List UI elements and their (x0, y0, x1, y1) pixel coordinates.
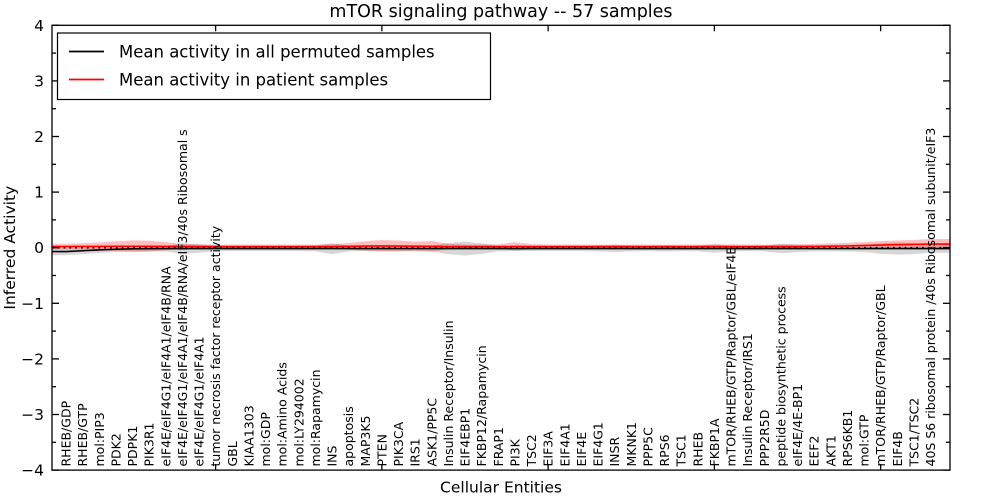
x-category-label: mol:GTP (857, 414, 872, 466)
y-tick-label: −2 (21, 350, 44, 368)
x-category-label: INSR (607, 437, 622, 467)
x-category-label: PIK3CA (391, 421, 406, 466)
x-category-labels-layer: RHEB/GDP RHEB/GTP mol:PIP3 PDK2 PDPK1 PIK3R1 e… (59, 128, 939, 468)
x-category-label: EIF4B (890, 431, 905, 466)
x-category-label: FKBP12/Rapamycin (474, 345, 489, 466)
x-axis-label: Cellular Entities (440, 479, 562, 497)
x-category-label: RPS6 (657, 434, 672, 466)
x-category-label: PTEN (374, 434, 389, 466)
legend-box (56, 32, 492, 101)
x-category-label: Insulin Receptor/Insulin (441, 320, 456, 466)
x-category-label: mol:LY294002 (291, 378, 306, 466)
x-category-label: TSC2 (524, 434, 539, 467)
x-category-label: PDPK1 (125, 426, 140, 467)
x-category-label: eIF4E/eIF4G1/eIF4A1/eIF4B/RNA/eIF3/40s R… (175, 129, 190, 466)
x-category-label: mol:GDP (258, 412, 273, 467)
legend-label-patient: Mean activity in patient samples (119, 71, 388, 90)
y-tick-label: −1 (21, 295, 44, 313)
y-tick-label: 1 (34, 184, 44, 202)
x-category-label: MAP3K5 (358, 416, 373, 467)
x-category-label: PI3K (507, 438, 522, 466)
y-tick-label: 4 (34, 17, 44, 35)
y-tick-label: −4 (21, 462, 44, 480)
legend: Mean activity in all permuted samples Me… (56, 32, 492, 101)
x-category-label: EIF4EBP1 (458, 408, 473, 467)
x-category-label: PPP2R5D (757, 410, 772, 467)
x-category-label: RPS6KB1 (840, 410, 855, 467)
x-category-label: IRS1 (408, 438, 423, 466)
x-category-label: eIF4E/eIF4G1/eIF4A1 (192, 336, 207, 466)
x-category-label: PDK2 (108, 433, 123, 466)
x-category-label: PPP5C (640, 427, 655, 467)
x-category-label: GBL (225, 441, 240, 466)
x-category-label: PIK3R1 (142, 422, 157, 466)
x-category-label: KIAA1303 (241, 405, 256, 466)
x-category-label: EIF3A (541, 431, 556, 467)
y-tick-label: −3 (21, 406, 44, 424)
y-tick-label: 3 (34, 72, 44, 90)
x-category-label: EIF4A1 (557, 423, 572, 466)
x-category-label: EIF4E (574, 432, 589, 467)
patient-band (52, 239, 950, 253)
x-category-label: eIF4E/4E-BP1 (790, 384, 805, 467)
lines-layer (52, 243, 950, 253)
x-category-label: tumor necrosis factor receptor activity (208, 225, 223, 466)
x-category-label: apoptosis (341, 406, 356, 466)
x-category-label: Insulin Receptor/IRS1 (740, 333, 755, 466)
patient-mean-line (52, 243, 950, 248)
x-category-label: RHEB/GTP (75, 403, 90, 467)
x-category-label: peptide biosynthetic process (773, 286, 788, 466)
y-axis-label: Inferred Activity (1, 186, 19, 310)
x-category-label: AKT1 (823, 435, 838, 466)
x-category-label: MKNK1 (624, 422, 639, 466)
ticks-layer (52, 24, 950, 471)
x-category-label: mol:Rapamycin (308, 369, 323, 466)
x-category-label: ASK1/PP5C (424, 398, 439, 467)
x-category-label: RHEB/GDP (59, 400, 74, 466)
legend-label-permuted: Mean activity in all permuted samples (119, 43, 435, 62)
x-category-label: mol:Amino Acids (275, 362, 290, 466)
x-category-label: 40S S6 ribosomal protein /40s Ribosomal … (923, 128, 938, 467)
permuted-mean-line (52, 247, 950, 253)
y-tick-label: 2 (34, 128, 44, 146)
y-tick-labels-layer: 4 3 2 1 0 −1 −2 −3 −4 (21, 17, 44, 480)
x-category-label: FRAP1 (491, 427, 506, 466)
x-category-label: mTOR/RHEB/GTP/Raptor/GBL/eIF4E (724, 247, 739, 467)
x-category-label: FKBP1A (707, 418, 722, 466)
x-category-label: TSC1/TSC2 (906, 398, 921, 468)
y-tick-label: 0 (34, 239, 44, 257)
x-category-label: RHEB (690, 432, 705, 467)
x-category-label: eIF4E/eIF4G1/eIF4A1/eIF4B/RNA (158, 266, 173, 467)
chart-title: mTOR signaling pathway -- 57 samples (329, 2, 672, 22)
x-category-label: mTOR/RHEB/GTP/Raptor/GBL (873, 285, 888, 466)
x-category-label: EEF2 (807, 436, 822, 467)
x-category-label: TSC1 (674, 434, 689, 467)
x-category-label: mol:PIP3 (92, 412, 107, 466)
x-category-label: EIF4G1 (591, 422, 606, 466)
x-category-label: INS (325, 445, 340, 466)
